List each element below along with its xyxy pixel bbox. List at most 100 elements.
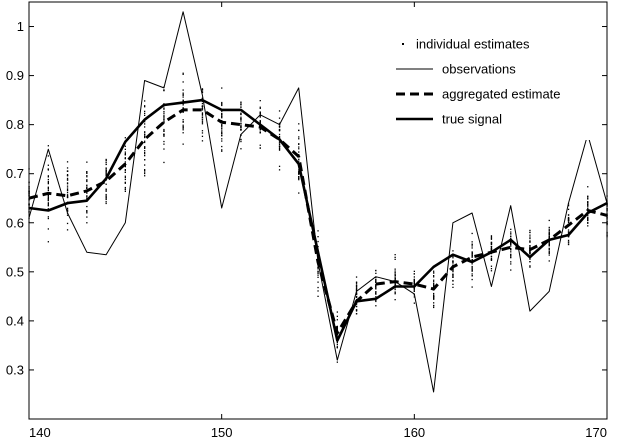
individual-estimate-dot bbox=[606, 204, 608, 206]
individual-estimate-dot bbox=[433, 279, 435, 281]
individual-estimate-dot bbox=[433, 270, 435, 272]
individual-estimate-dot bbox=[394, 288, 396, 291]
individual-estimate-dot bbox=[567, 218, 570, 220]
individual-estimate-dot bbox=[163, 122, 165, 124]
individual-estimate-dot bbox=[433, 275, 435, 277]
individual-estimate-dot bbox=[298, 173, 300, 175]
individual-estimate-dot bbox=[490, 249, 493, 251]
individual-estimate-dot bbox=[567, 243, 570, 245]
individual-estimate-dot bbox=[567, 214, 570, 216]
individual-estimate-dot bbox=[413, 288, 415, 290]
individual-estimate-dot bbox=[86, 197, 88, 200]
individual-estimate-dot bbox=[510, 261, 512, 263]
individual-estimate-dot bbox=[182, 81, 184, 83]
individual-estimate-dot bbox=[510, 263, 512, 265]
individual-estimate-dot bbox=[163, 110, 165, 113]
series-line-true-signal bbox=[28, 98, 608, 342]
individual-estimate-dot bbox=[336, 325, 338, 328]
individual-estimate-dot bbox=[278, 147, 281, 149]
individual-estimate-dot bbox=[510, 251, 512, 253]
individual-estimate-dot bbox=[394, 283, 396, 285]
individual-estimate-dot bbox=[201, 123, 204, 125]
individual-estimate-dot bbox=[86, 185, 88, 187]
individual-estimate-dot bbox=[47, 145, 49, 147]
individual-estimate-dot bbox=[124, 153, 126, 155]
individual-estimate-dot bbox=[278, 145, 281, 147]
individual-estimate-dot bbox=[66, 189, 69, 191]
individual-estimate-dot bbox=[490, 241, 493, 243]
individual-estimate-dot bbox=[375, 300, 377, 303]
axis-ticks-layer: 0.3 0.4 0.5 0.6 0.7 0.8 0.9 1 140 150 160 170 bbox=[6, 2, 608, 440]
individual-estimate-dot bbox=[375, 305, 377, 307]
individual-estimate-dot bbox=[105, 158, 107, 161]
individual-estimate-dot bbox=[471, 278, 473, 281]
individual-estimate-dot bbox=[298, 176, 300, 178]
individual-estimate-dot bbox=[394, 291, 396, 293]
individual-estimate-dot bbox=[587, 221, 589, 224]
individual-estimate-dot bbox=[548, 249, 550, 251]
individual-estimate-dot bbox=[278, 135, 281, 138]
individual-estimate-dot bbox=[510, 243, 512, 245]
individual-estimate-dot bbox=[182, 127, 184, 129]
individual-estimate-dot bbox=[144, 105, 146, 107]
individual-estimate-dot bbox=[317, 272, 319, 274]
individual-estimate-dot bbox=[510, 253, 512, 255]
individual-estimate-dot bbox=[433, 284, 435, 286]
individual-estimate-dot bbox=[163, 112, 165, 114]
individual-estimate-dot bbox=[124, 154, 126, 156]
individual-estimate-dot bbox=[86, 216, 88, 218]
individual-estimate-dot bbox=[105, 198, 107, 201]
individual-estimate-dot bbox=[529, 240, 531, 242]
individual-estimate-dot bbox=[28, 197, 30, 200]
individual-estimate-dot bbox=[510, 248, 512, 250]
individual-estimate-dot bbox=[375, 281, 377, 283]
individual-estimate-dot bbox=[47, 194, 49, 196]
individual-estimate-dot bbox=[336, 361, 338, 363]
individual-estimate-dot bbox=[298, 177, 300, 180]
individual-estimate-dot bbox=[490, 256, 493, 258]
individual-estimate-dot bbox=[471, 251, 473, 254]
individual-estimate-dot bbox=[163, 130, 165, 132]
individual-estimate-dot bbox=[433, 295, 435, 297]
individual-estimate-dot bbox=[355, 289, 358, 291]
individual-estimate-dot bbox=[355, 309, 358, 311]
individual-estimate-dot bbox=[375, 280, 377, 282]
individual-estimate-dot bbox=[28, 206, 30, 208]
individual-estimate-dot bbox=[298, 123, 300, 125]
individual-estimate-dot bbox=[221, 115, 223, 117]
individual-estimate-dot bbox=[259, 121, 261, 124]
individual-estimate-dot bbox=[606, 208, 608, 210]
individual-estimate-dot bbox=[606, 236, 608, 238]
individual-estimate-dot bbox=[221, 138, 223, 140]
individual-estimate-dot bbox=[259, 112, 261, 114]
individual-estimate-dot bbox=[201, 106, 204, 108]
individual-estimate-dot bbox=[375, 285, 377, 287]
individual-estimate-dot bbox=[124, 190, 126, 192]
individual-estimate-dot bbox=[47, 178, 49, 181]
individual-estimate-dot bbox=[163, 148, 165, 150]
individual-estimate-dot bbox=[86, 187, 88, 189]
individual-estimate-dot bbox=[86, 180, 88, 183]
individual-estimate-dot bbox=[490, 236, 493, 238]
legend-box bbox=[384, 28, 594, 140]
individual-estimate-dot bbox=[28, 186, 30, 188]
individual-estimate-dot bbox=[529, 229, 531, 232]
individual-estimate-dot bbox=[375, 300, 377, 302]
individual-estimate-dot bbox=[529, 266, 531, 268]
individual-estimate-dot bbox=[105, 189, 107, 191]
individual-estimate-dot bbox=[163, 134, 165, 136]
individual-estimate-dot bbox=[490, 245, 493, 248]
individual-estimate-dot bbox=[355, 276, 358, 278]
individual-estimate-dot bbox=[86, 205, 88, 208]
individual-estimate-dot bbox=[86, 196, 88, 198]
individual-estimate-dot bbox=[471, 245, 473, 247]
individual-estimate-dot bbox=[452, 257, 454, 259]
individual-estimate-dot bbox=[221, 132, 223, 134]
individual-estimate-dot bbox=[240, 128, 242, 130]
individual-estimate-dot bbox=[240, 126, 242, 129]
individual-estimate-dot bbox=[182, 99, 184, 101]
individual-estimate-dot bbox=[240, 117, 242, 120]
individual-estimate-dot bbox=[567, 205, 570, 207]
individual-estimate-dot bbox=[355, 287, 358, 289]
individual-estimate-dot bbox=[278, 142, 281, 144]
